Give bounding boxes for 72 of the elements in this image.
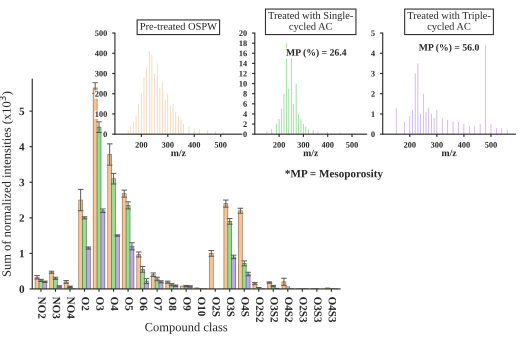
x-tick-label: O3 — [96, 297, 104, 310]
x-tick-label: O10 — [198, 297, 206, 316]
x-tick-label: O4S3 — [328, 297, 336, 322]
y-tick-label: 20 — [239, 30, 247, 36]
x-tick-label: 200 — [404, 142, 416, 148]
x-axis-title: m/z — [303, 150, 318, 156]
y-tick-label: 0 — [19, 285, 24, 293]
x-tick-label: 500 — [346, 142, 358, 148]
chart-title: Treated with Single- cycled AC — [268, 12, 353, 32]
annotation: MP (%) = 56.0 — [418, 44, 479, 53]
x-tick-label: 500 — [485, 142, 497, 148]
x-tick-label: 400 — [322, 142, 334, 148]
x-tick-label: 200 — [135, 142, 148, 148]
y-tick-label: 10 — [239, 80, 247, 87]
x-tick-label: 300 — [162, 142, 174, 148]
y-tick-label: 0 — [243, 132, 247, 138]
y-tick-label: 8 — [243, 91, 247, 97]
x-tick-label: O8 — [168, 297, 176, 310]
y-tick-label: 18 — [239, 40, 247, 46]
x-tick-label: O2 — [82, 297, 90, 310]
y-tick-label: 400 — [94, 50, 107, 56]
y-tick-label: 2 — [371, 91, 375, 97]
y-tick-label: 200 — [95, 91, 107, 97]
annotation: *MP = Mesoporosity — [285, 170, 383, 180]
y-tick-label: 12 — [239, 70, 247, 76]
y-tick-label: 1 — [372, 111, 375, 117]
x-axis-title: m/z — [171, 150, 186, 156]
x-tick-label: 500 — [214, 142, 227, 148]
x-tick-label: O4S2 — [285, 297, 292, 322]
x-tick-label: 400 — [188, 142, 200, 148]
y-tick-label: 300 — [95, 70, 107, 76]
x-axis-title: m/z — [442, 150, 456, 156]
x-tick-label: O3S2 — [270, 297, 278, 322]
x-tick-label: 300 — [297, 142, 310, 148]
x-tick-label: O4 — [110, 297, 118, 311]
y-tick-label: 4 — [243, 111, 248, 117]
y-tick-label: 5 — [19, 108, 24, 116]
y-tick-label: 500 — [95, 30, 107, 36]
y-tick-label: 5 — [371, 30, 375, 36]
x-tick-label: NO3 — [52, 296, 60, 318]
y-tick-label: 4 — [19, 143, 24, 151]
y-tick-label: 2 — [20, 214, 24, 222]
x-tick-label: O4S — [241, 297, 249, 317]
x-tick-label: O2S3 — [300, 297, 308, 322]
y-tick-label: 3 — [371, 70, 375, 76]
y-tick-label: 3 — [19, 178, 24, 186]
x-tick-label: O9 — [183, 297, 191, 310]
x-tick-label: 400 — [458, 142, 470, 148]
x-tick-label: O7 — [154, 297, 162, 311]
annotation: MP (%) = 26.4 — [286, 48, 346, 58]
x-tick-label: O6 — [140, 297, 148, 310]
y-tick-label: 0 — [103, 132, 107, 138]
x-tick-label: O3S — [226, 297, 234, 317]
x-axis-title: Compound class — [145, 322, 228, 334]
y-tick-label: 0 — [371, 132, 375, 138]
y-tick-label: 100 — [95, 111, 107, 117]
x-tick-label: O3S3 — [314, 297, 322, 322]
y-tick-label: 16 — [239, 50, 247, 56]
y-tick-label: 6 — [243, 101, 247, 107]
x-tick-label: NO2 — [38, 296, 46, 318]
y-tick-label: 1 — [20, 250, 24, 258]
x-tick-label: O5 — [125, 297, 133, 310]
x-tick-label: 200 — [273, 142, 286, 148]
y-tick-label: 14 — [239, 60, 248, 66]
y-tick-label: 4 — [371, 50, 375, 56]
chart-title: Treated with Triple- cycled AC — [407, 12, 490, 32]
x-tick-label: O2S — [212, 297, 220, 317]
y-tick-label: 2 — [243, 121, 247, 127]
x-tick-label: NO4 — [67, 296, 75, 319]
chart-title: Pre-treated OSPW — [140, 22, 217, 30]
x-tick-label: 300 — [430, 142, 443, 148]
x-tick-label: O2S2 — [256, 297, 264, 322]
